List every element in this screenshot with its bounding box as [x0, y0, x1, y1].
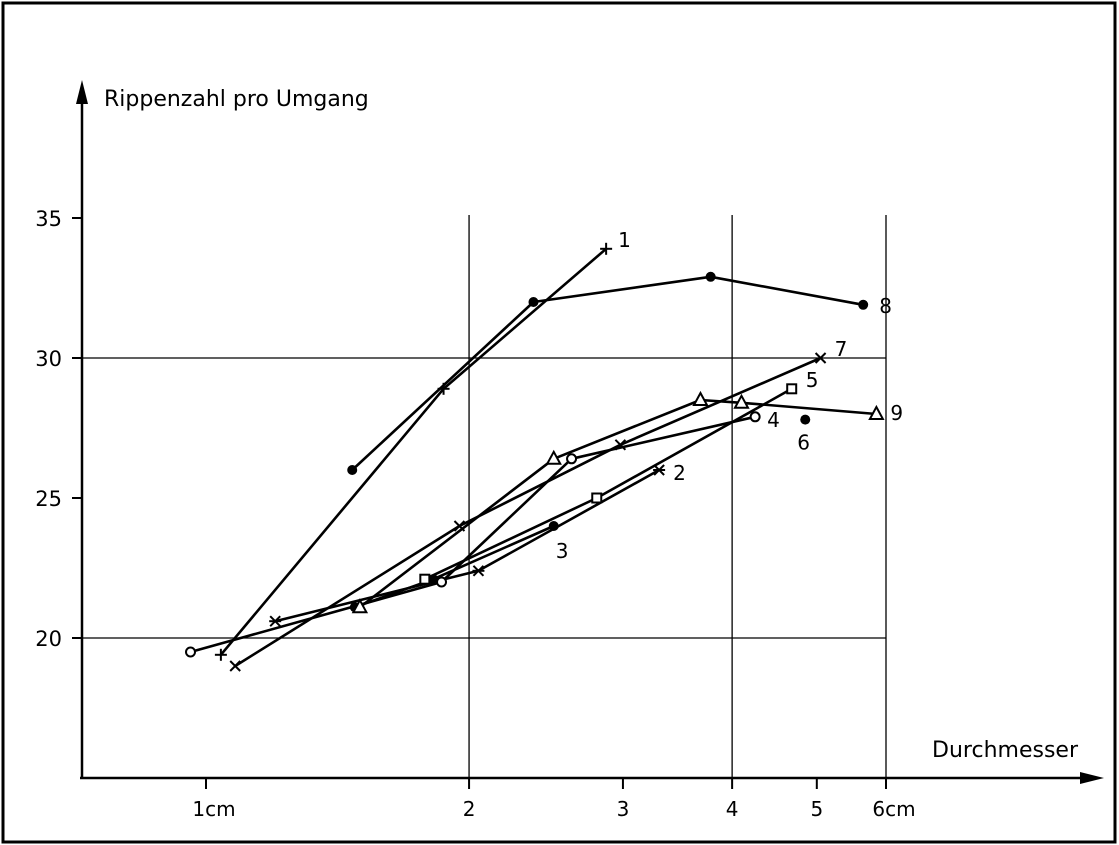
- series-4-point: [185, 646, 197, 658]
- x-tick-label: 5: [810, 797, 823, 821]
- marker-layer: [185, 242, 885, 672]
- y-axis-label: Rippenzahl pro Umgang: [104, 87, 369, 112]
- x-axis-arrow: [1080, 772, 1104, 784]
- axis-layer: [76, 80, 1104, 784]
- series-1-point: [437, 382, 450, 395]
- series-5-point: [591, 492, 603, 504]
- series-3-point: [428, 574, 439, 585]
- series-8-point: [858, 299, 869, 310]
- x-tick-label: 4: [726, 797, 739, 821]
- series-3-point: [548, 521, 559, 531]
- series-label-2: 2: [673, 461, 686, 485]
- series-label-8: 8: [879, 294, 892, 318]
- x-tick-label: 1cm: [192, 797, 235, 821]
- series-8-point: [705, 271, 716, 282]
- label-layer: 1 2 3 4 5 6 7 8 9: [556, 228, 903, 563]
- series-label-6: 6: [797, 431, 810, 455]
- series-2-point: [472, 565, 485, 577]
- series-7-point: [614, 439, 627, 451]
- series-2-point: [653, 464, 666, 476]
- y-axis-arrow: [76, 80, 88, 104]
- x-tick-label: 2: [463, 797, 476, 821]
- series-4-point: [749, 411, 761, 423]
- y-tick-label: 30: [35, 347, 62, 371]
- series-9-point: [351, 598, 369, 614]
- series-5-point: [786, 383, 798, 395]
- series-label-5: 5: [806, 368, 819, 392]
- series-4-point: [566, 453, 578, 465]
- series-2-point: [269, 615, 282, 627]
- series-7-point: [453, 520, 466, 532]
- series-7-point: [814, 352, 827, 364]
- series-label-4: 4: [767, 408, 780, 432]
- y-tick-label: 35: [35, 207, 62, 231]
- series-1-point: [214, 648, 227, 661]
- series-4-point: [436, 576, 448, 588]
- series-9-point: [868, 404, 885, 420]
- series-7-point: [229, 660, 241, 672]
- x-tick-label: 6cm: [872, 797, 915, 821]
- series-6-point: [800, 414, 811, 425]
- series-9-point: [545, 449, 562, 465]
- x-axis-label: Durchmesser: [932, 738, 1079, 763]
- series-label-3: 3: [556, 539, 569, 563]
- series-label-9: 9: [890, 401, 903, 425]
- x-tick-label: 3: [617, 797, 630, 821]
- series-8-point: [528, 297, 539, 307]
- y-tick-label: 25: [35, 487, 62, 511]
- series-1-point: [600, 242, 613, 255]
- series-8-point: [347, 465, 358, 475]
- series-label-1: 1: [618, 228, 631, 252]
- series-9-point: [733, 393, 750, 409]
- series-label-7: 7: [835, 337, 848, 361]
- grid-layer: [82, 215, 887, 778]
- y-tick-label: 20: [35, 627, 62, 651]
- series-5-point: [419, 573, 431, 585]
- series-9-point: [692, 390, 709, 406]
